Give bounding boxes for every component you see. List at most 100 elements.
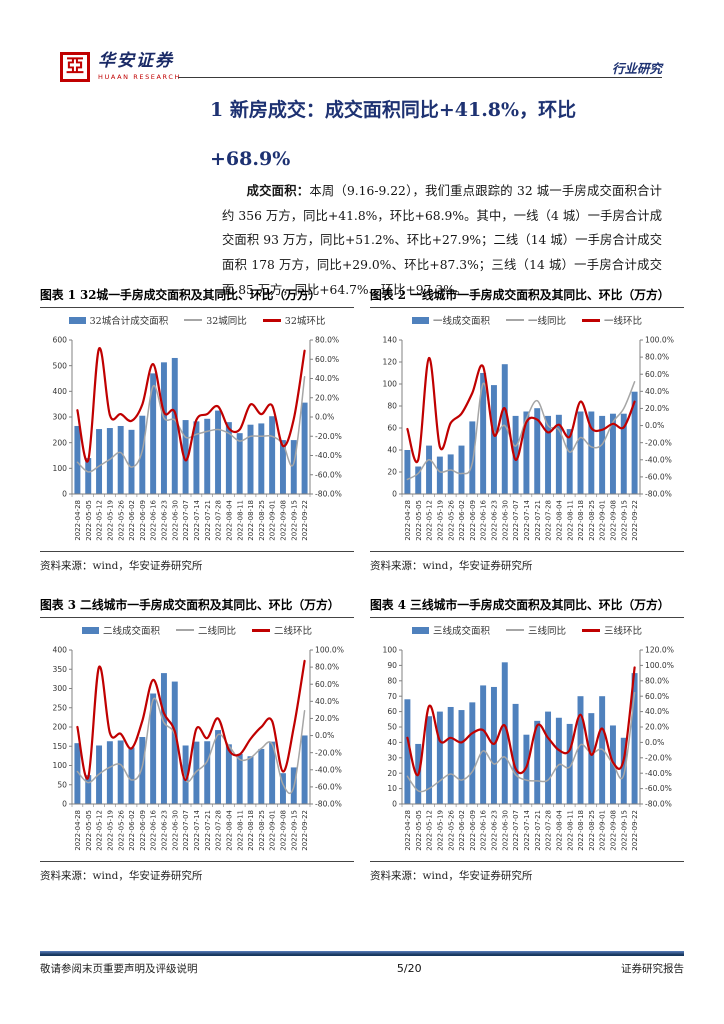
- legend-item: 三线环比: [582, 623, 642, 637]
- figure-1: 图表 1 32城一手房成交面积及其同比、环比（万方） 32城合计成交面积 32城同…: [40, 286, 354, 573]
- svg-text:2022-07-28: 2022-07-28: [215, 500, 223, 541]
- svg-text:2022-06-02: 2022-06-02: [458, 810, 466, 851]
- svg-text:2022-07-21: 2022-07-21: [534, 810, 542, 851]
- svg-text:60.0%: 60.0%: [315, 355, 339, 364]
- svg-text:2022-05-19: 2022-05-19: [436, 810, 444, 851]
- svg-text:2022-05-19: 2022-05-19: [436, 500, 444, 541]
- svg-text:2022-09-08: 2022-09-08: [280, 500, 288, 541]
- svg-text:2022-05-12: 2022-05-12: [426, 500, 434, 541]
- svg-text:2022-08-18: 2022-08-18: [577, 500, 585, 541]
- figure-4: 图表 4 三线城市一手房成交面积及其同比、环比（万方） 三线成交面积 三线同比 三线…: [370, 596, 684, 883]
- svg-text:100: 100: [383, 646, 398, 655]
- figure-1-title: 图表 1 32城一手房成交面积及其同比、环比（万方）: [40, 286, 354, 308]
- legend-item: 三线同比: [505, 623, 566, 637]
- svg-text:20: 20: [387, 468, 397, 477]
- svg-text:0.0%: 0.0%: [645, 738, 664, 747]
- svg-text:50: 50: [57, 780, 67, 789]
- svg-text:80.0%: 80.0%: [645, 676, 669, 685]
- svg-text:2022-06-30: 2022-06-30: [501, 810, 509, 851]
- svg-text:200: 200: [53, 723, 68, 732]
- svg-text:80: 80: [387, 676, 397, 685]
- legend-item: 三线成交面积: [411, 623, 490, 637]
- svg-text:300: 300: [53, 413, 68, 422]
- svg-text:2022-04-28: 2022-04-28: [74, 500, 82, 541]
- svg-text:80.0%: 80.0%: [315, 336, 339, 345]
- svg-text:2022-07-14: 2022-07-14: [523, 809, 531, 850]
- svg-text:-40.0%: -40.0%: [315, 765, 342, 774]
- svg-text:2022-09-22: 2022-09-22: [301, 500, 309, 541]
- svg-text:40: 40: [387, 738, 397, 747]
- wow-line-swatch-icon: [582, 318, 600, 322]
- svg-text:2022-07-14: 2022-07-14: [523, 499, 531, 540]
- svg-text:2022-08-11: 2022-08-11: [566, 810, 574, 851]
- svg-text:2022-08-11: 2022-08-11: [236, 810, 244, 851]
- svg-text:2022-07-21: 2022-07-21: [204, 500, 212, 541]
- svg-text:60: 60: [387, 424, 397, 433]
- legend-item: 二线同比: [175, 623, 236, 637]
- svg-text:-20.0%: -20.0%: [645, 753, 672, 762]
- page-title-line2: +68.9%: [210, 148, 291, 170]
- legend-item: 32城同比: [184, 313, 247, 327]
- svg-text:-60.0%: -60.0%: [315, 782, 342, 791]
- svg-text:2022-05-19: 2022-05-19: [106, 810, 114, 851]
- svg-text:2022-09-08: 2022-09-08: [610, 810, 618, 851]
- svg-text:2022-06-23: 2022-06-23: [161, 810, 169, 851]
- svg-text:2022-09-08: 2022-09-08: [280, 810, 288, 851]
- svg-text:2022-07-07: 2022-07-07: [512, 810, 520, 851]
- svg-text:20.0%: 20.0%: [315, 393, 339, 402]
- legend-label: 三线同比: [527, 626, 566, 637]
- paragraph-body: 本周（9.16-9.22），我们重点跟踪的 32 城一手房成交面积合计约 356…: [222, 184, 662, 297]
- svg-text:0: 0: [392, 800, 397, 809]
- svg-text:60.0%: 60.0%: [645, 692, 669, 701]
- svg-text:2022-09-01: 2022-09-01: [599, 810, 607, 851]
- svg-text:350: 350: [53, 665, 68, 674]
- svg-text:2022-06-30: 2022-06-30: [171, 500, 179, 541]
- svg-text:300: 300: [53, 684, 68, 693]
- legend-item: 二线环比: [252, 623, 312, 637]
- svg-text:2022-07-28: 2022-07-28: [545, 500, 553, 541]
- svg-text:2022-05-26: 2022-05-26: [447, 499, 455, 540]
- svg-text:2022-05-19: 2022-05-19: [106, 500, 114, 541]
- svg-text:50: 50: [387, 723, 397, 732]
- brand-block: 华安证券 HUAAN RESEARCH: [98, 51, 181, 81]
- svg-text:2022-09-01: 2022-09-01: [269, 810, 277, 851]
- section-label: 行业研究: [611, 61, 662, 76]
- svg-text:0.0%: 0.0%: [645, 421, 664, 430]
- svg-text:-20.0%: -20.0%: [645, 438, 672, 447]
- legend-label: 二线成交面积: [102, 626, 160, 637]
- brand-name-en: HUAAN RESEARCH: [98, 73, 181, 81]
- svg-text:2022-06-16: 2022-06-16: [150, 809, 158, 850]
- svg-text:-60.0%: -60.0%: [645, 472, 672, 481]
- svg-text:-80.0%: -80.0%: [645, 800, 672, 809]
- svg-text:2022-06-02: 2022-06-02: [128, 500, 136, 541]
- figure-3-chart: 0 50 100 150 200 250 300 350 400 -80.0% -60.0% -40.…: [40, 642, 354, 860]
- wow-line-swatch-icon: [252, 628, 270, 632]
- svg-text:100.0%: 100.0%: [645, 661, 674, 670]
- svg-text:2022-08-04: 2022-08-04: [225, 809, 233, 850]
- svg-text:-80.0%: -80.0%: [315, 490, 342, 499]
- svg-text:2022-05-26: 2022-05-26: [117, 499, 125, 540]
- svg-text:-20.0%: -20.0%: [315, 748, 342, 757]
- svg-text:2022-06-09: 2022-06-09: [469, 810, 477, 851]
- svg-text:250: 250: [53, 703, 68, 712]
- svg-text:80.0%: 80.0%: [315, 663, 339, 672]
- svg-text:2022-09-01: 2022-09-01: [269, 500, 277, 541]
- svg-text:-80.0%: -80.0%: [315, 800, 342, 809]
- figure-4-title: 图表 4 三线城市一手房成交面积及其同比、环比（万方）: [370, 596, 684, 618]
- svg-text:2022-05-12: 2022-05-12: [96, 500, 104, 541]
- legend-label: 32城同比: [206, 316, 247, 327]
- svg-text:-40.0%: -40.0%: [315, 451, 342, 460]
- svg-text:2022-06-09: 2022-06-09: [469, 500, 477, 541]
- legend-label: 二线环比: [274, 626, 313, 637]
- svg-text:600: 600: [53, 336, 68, 345]
- svg-text:60.0%: 60.0%: [315, 680, 339, 689]
- svg-text:2022-08-25: 2022-08-25: [258, 500, 266, 541]
- legend-label: 三线环比: [604, 626, 643, 637]
- svg-text:40.0%: 40.0%: [315, 697, 339, 706]
- svg-text:2022-06-30: 2022-06-30: [171, 810, 179, 851]
- svg-text:40.0%: 40.0%: [645, 387, 669, 396]
- legend-item: 一线成交面积: [411, 313, 490, 327]
- figure-2-title: 图表 2 一线城市一手房成交面积及其同比、环比（万方）: [370, 286, 684, 308]
- figure-2-source: 资料来源：wind，华安证券研究所: [370, 551, 684, 573]
- svg-text:2022-08-11: 2022-08-11: [236, 500, 244, 541]
